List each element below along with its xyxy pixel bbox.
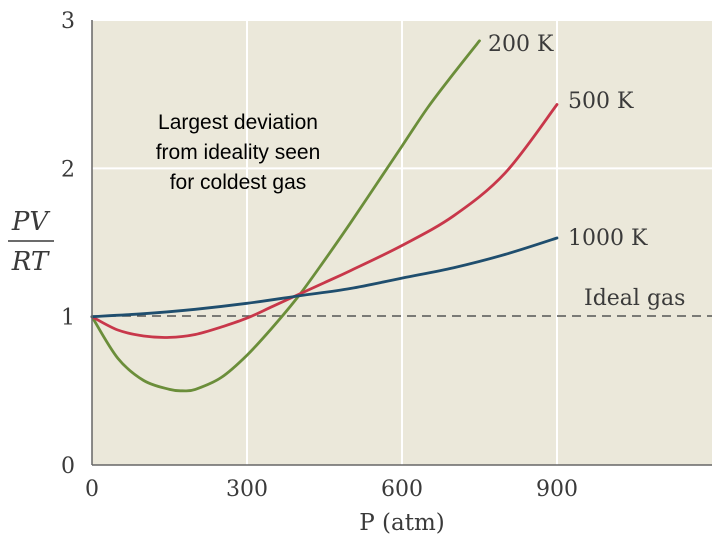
y-label-numerator: PV [11, 207, 50, 237]
tick-labels: 0 300 600 900 0 1 2 3 [61, 9, 578, 502]
y-label-denominator: RT [11, 247, 50, 277]
series-group [90, 39, 559, 393]
y-tick-label: 1 [61, 306, 75, 331]
series-line-500K [90, 103, 559, 339]
annotation-line-1: Largest deviation [158, 111, 318, 134]
y-tick-label: 3 [61, 9, 75, 34]
x-axis-label: P (atm) [359, 510, 445, 536]
series-label-500K: 500 K [568, 89, 634, 114]
series-label-1000K: 1000 K [568, 226, 648, 251]
annotation-line-2: from ideality seen [156, 141, 321, 164]
x-tick-label: 0 [85, 477, 99, 502]
x-tick-label: 300 [226, 477, 268, 502]
y-tick-label: 2 [61, 157, 75, 182]
series-label-200K: 200 K [488, 32, 554, 57]
x-tick-label: 900 [536, 477, 578, 502]
grid [92, 19, 712, 465]
series-line-200K [90, 39, 481, 393]
x-tick-label: 600 [381, 477, 423, 502]
ideal-gas-label: Ideal gas [584, 286, 685, 311]
ideal-gas-label-bg [580, 281, 708, 311]
series-line-1000K [90, 236, 559, 319]
y-tick-label: 0 [61, 454, 75, 479]
annotation-line-3: for coldest gas [170, 171, 307, 194]
